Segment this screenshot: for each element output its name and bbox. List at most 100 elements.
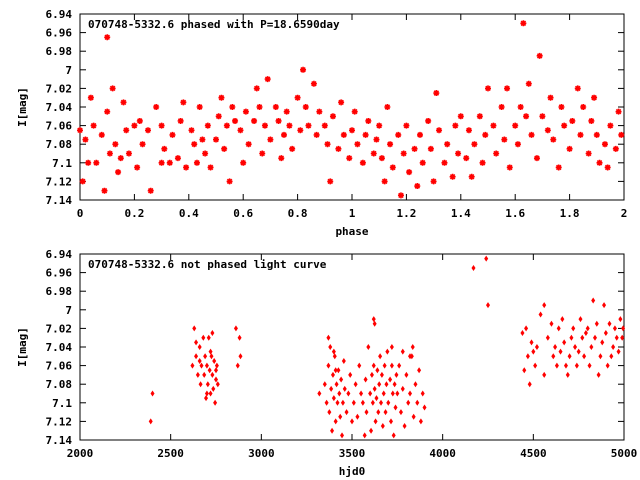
data-point xyxy=(145,127,151,134)
phased-y-ticks: 6.94 6.96 6.98 7 7.02 7.04 7.06 7.08 7.1 7.12 7.14 xyxy=(46,8,624,207)
data-point xyxy=(580,334,585,341)
data-point xyxy=(562,339,567,346)
data-point xyxy=(374,395,379,402)
data-point xyxy=(136,117,143,124)
data-point xyxy=(501,136,508,143)
data-point xyxy=(395,131,402,138)
data-point xyxy=(204,362,209,369)
data-point xyxy=(207,367,212,374)
data-point xyxy=(576,348,581,355)
data-point xyxy=(278,155,285,162)
data-point xyxy=(373,136,380,143)
data-point xyxy=(329,385,334,392)
data-point xyxy=(359,159,366,166)
data-point xyxy=(215,381,220,388)
data-point xyxy=(504,85,511,92)
data-point xyxy=(331,395,336,402)
data-point xyxy=(106,150,113,157)
data-point xyxy=(348,371,353,378)
data-point xyxy=(193,159,200,166)
data-point xyxy=(370,150,377,157)
data-point xyxy=(517,104,524,110)
data-point xyxy=(259,150,266,157)
data-point xyxy=(566,145,573,152)
data-point xyxy=(533,362,538,369)
data-point xyxy=(180,99,187,106)
data-point xyxy=(109,85,116,92)
data-point xyxy=(534,344,539,350)
data-point xyxy=(587,362,592,369)
data-point xyxy=(360,399,365,406)
data-point xyxy=(436,127,443,134)
data-point xyxy=(408,353,413,360)
data-point xyxy=(190,362,195,369)
data-point xyxy=(482,131,489,138)
data-point xyxy=(210,371,215,378)
data-point xyxy=(362,131,369,138)
data-point xyxy=(125,150,132,157)
data-point xyxy=(366,344,371,350)
data-point xyxy=(375,367,380,374)
data-point xyxy=(79,178,86,185)
data-point xyxy=(134,164,141,171)
data-point xyxy=(603,330,608,337)
unphased-light-curve-panel: 6.94 6.96 6.98 7 7.02 7.04 7.06 7.08 7.1 7.12 7.14… xyxy=(16,248,637,478)
data-point xyxy=(468,173,475,180)
data-point xyxy=(362,432,367,439)
data-point xyxy=(289,145,296,152)
data-point xyxy=(205,381,210,388)
data-point xyxy=(169,131,176,138)
data-point xyxy=(591,94,598,101)
data-point xyxy=(493,150,500,157)
data-point xyxy=(411,413,416,420)
x-tick-label: 1 xyxy=(349,207,356,220)
data-point xyxy=(531,348,536,355)
data-point xyxy=(344,409,349,416)
data-point xyxy=(527,381,532,388)
data-point xyxy=(326,334,331,341)
data-point xyxy=(305,122,312,129)
data-point xyxy=(620,334,625,341)
data-point xyxy=(326,362,331,369)
data-point xyxy=(498,104,505,110)
data-point xyxy=(337,390,342,397)
data-point xyxy=(520,20,527,27)
data-point xyxy=(520,330,525,337)
data-point xyxy=(394,371,399,378)
data-point xyxy=(594,320,599,327)
data-point xyxy=(403,122,410,129)
data-point xyxy=(388,376,393,383)
data-point xyxy=(588,117,595,124)
y-tick-label: 6.94 xyxy=(46,248,73,261)
data-point xyxy=(554,362,559,369)
data-point xyxy=(536,52,543,59)
data-point xyxy=(338,413,343,420)
data-point xyxy=(614,334,619,341)
data-point xyxy=(596,371,601,378)
data-point xyxy=(98,131,105,138)
data-point xyxy=(433,90,440,97)
data-point xyxy=(139,141,146,148)
data-point xyxy=(336,367,341,374)
data-point xyxy=(381,178,388,185)
y-tick-label: 7.1 xyxy=(52,397,72,410)
data-point xyxy=(161,145,168,152)
data-point xyxy=(85,159,92,166)
data-point xyxy=(115,169,122,176)
data-point xyxy=(384,104,391,110)
data-point xyxy=(380,423,385,430)
data-point xyxy=(618,131,625,138)
data-point xyxy=(577,131,584,138)
x-tick-label: 3500 xyxy=(339,447,366,460)
x-tick-label: 3000 xyxy=(248,447,275,460)
data-point xyxy=(555,164,562,171)
data-point xyxy=(210,330,215,337)
data-point xyxy=(198,381,203,388)
data-point xyxy=(618,316,623,323)
data-point xyxy=(221,145,228,152)
data-point xyxy=(334,381,339,388)
data-point xyxy=(589,344,594,350)
data-point xyxy=(425,117,432,124)
data-point xyxy=(420,390,425,397)
data-point xyxy=(283,108,290,115)
